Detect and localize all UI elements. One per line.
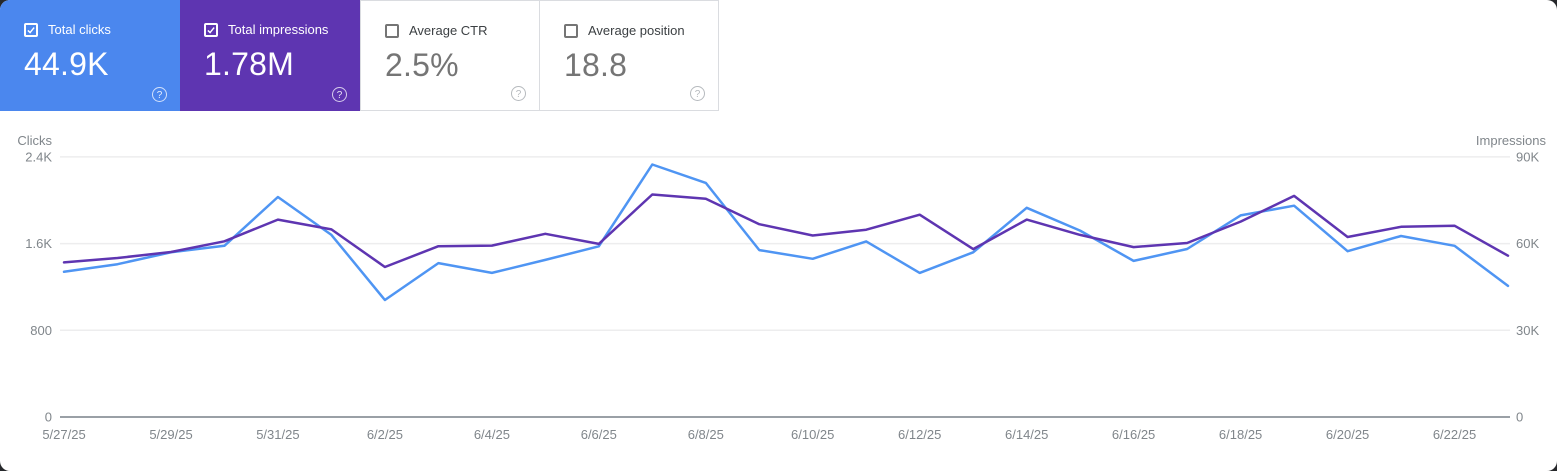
right-axis-tick: 60K bbox=[1516, 236, 1539, 251]
left-axis-tick: 2.4K bbox=[25, 149, 52, 164]
x-axis-label: 6/22/25 bbox=[1433, 427, 1476, 442]
help-icon[interactable]: ? bbox=[511, 86, 526, 101]
x-axis-label: 6/10/25 bbox=[791, 427, 834, 442]
x-axis-label: 6/2/25 bbox=[367, 427, 403, 442]
average-position-value: 18.8 bbox=[564, 47, 628, 83]
x-axis-label: 6/12/25 bbox=[898, 427, 941, 442]
metric-card-average-position[interactable]: Average position 18.8 ? bbox=[539, 0, 719, 111]
impressions-line[interactable] bbox=[62, 193, 1510, 269]
help-icon[interactable]: ? bbox=[332, 87, 347, 102]
x-axis-label: 6/20/25 bbox=[1326, 427, 1369, 442]
metric-cards-row: Total clicks 44.9K ? Total impressions 1… bbox=[0, 0, 1557, 111]
x-axis-label: 5/29/25 bbox=[149, 427, 192, 442]
card-header: Average position bbox=[564, 23, 704, 38]
total-clicks-checkbox[interactable] bbox=[24, 22, 38, 37]
right-axis-title: Impressions bbox=[1476, 133, 1547, 148]
right-axis-tick: 30K bbox=[1516, 323, 1539, 338]
clicks-line[interactable] bbox=[62, 163, 1510, 302]
metric-card-average-ctr[interactable]: Average CTR 2.5% ? bbox=[360, 0, 540, 111]
metric-card-total-clicks[interactable]: Total clicks 44.9K ? bbox=[0, 0, 180, 111]
x-axis-label: 6/14/25 bbox=[1005, 427, 1048, 442]
left-axis-title: Clicks bbox=[17, 133, 52, 148]
left-axis-tick: 1.6K bbox=[25, 236, 52, 251]
average-position-checkbox[interactable] bbox=[564, 23, 578, 38]
x-axis-label: 6/4/25 bbox=[474, 427, 510, 442]
x-axis-label: 6/16/25 bbox=[1112, 427, 1155, 442]
card-label: Total clicks bbox=[48, 22, 111, 37]
x-axis-label: 6/8/25 bbox=[688, 427, 724, 442]
average-ctr-checkbox[interactable] bbox=[385, 23, 399, 38]
card-label: Average CTR bbox=[409, 23, 488, 38]
checkmark-icon bbox=[207, 26, 215, 34]
x-axis-label: 6/18/25 bbox=[1219, 427, 1262, 442]
right-axis-tick: 90K bbox=[1516, 149, 1539, 164]
card-label: Total impressions bbox=[228, 22, 329, 37]
left-axis-tick: 800 bbox=[30, 323, 52, 338]
x-axis-label: 5/27/25 bbox=[42, 427, 85, 442]
right-axis-tick: 0 bbox=[1516, 410, 1523, 425]
metric-card-total-impressions[interactable]: Total impressions 1.78M ? bbox=[180, 0, 360, 111]
help-icon[interactable]: ? bbox=[152, 87, 167, 102]
checkmark-icon bbox=[27, 26, 35, 34]
left-axis-tick: 0 bbox=[45, 410, 52, 425]
performance-chart[interactable]: 0 800 1.6K 2.4K 0 30K 60K 90K Clicks Impressions 5… bbox=[0, 111, 1557, 471]
help-icon[interactable]: ? bbox=[690, 86, 705, 101]
total-impressions-checkbox[interactable] bbox=[204, 22, 218, 37]
total-impressions-value: 1.78M bbox=[204, 46, 294, 82]
total-clicks-value: 44.9K bbox=[24, 46, 109, 82]
card-header: Total clicks bbox=[24, 22, 166, 37]
card-header: Total impressions bbox=[204, 22, 346, 37]
x-axis-label: 5/31/25 bbox=[256, 427, 299, 442]
x-axis-label: 6/6/25 bbox=[581, 427, 617, 442]
card-label: Average position bbox=[588, 23, 685, 38]
chart-canvas[interactable]: 0 800 1.6K 2.4K 0 30K 60K 90K Clicks Impressions 5… bbox=[0, 118, 1557, 471]
card-header: Average CTR bbox=[385, 23, 525, 38]
average-ctr-value: 2.5% bbox=[385, 47, 459, 83]
